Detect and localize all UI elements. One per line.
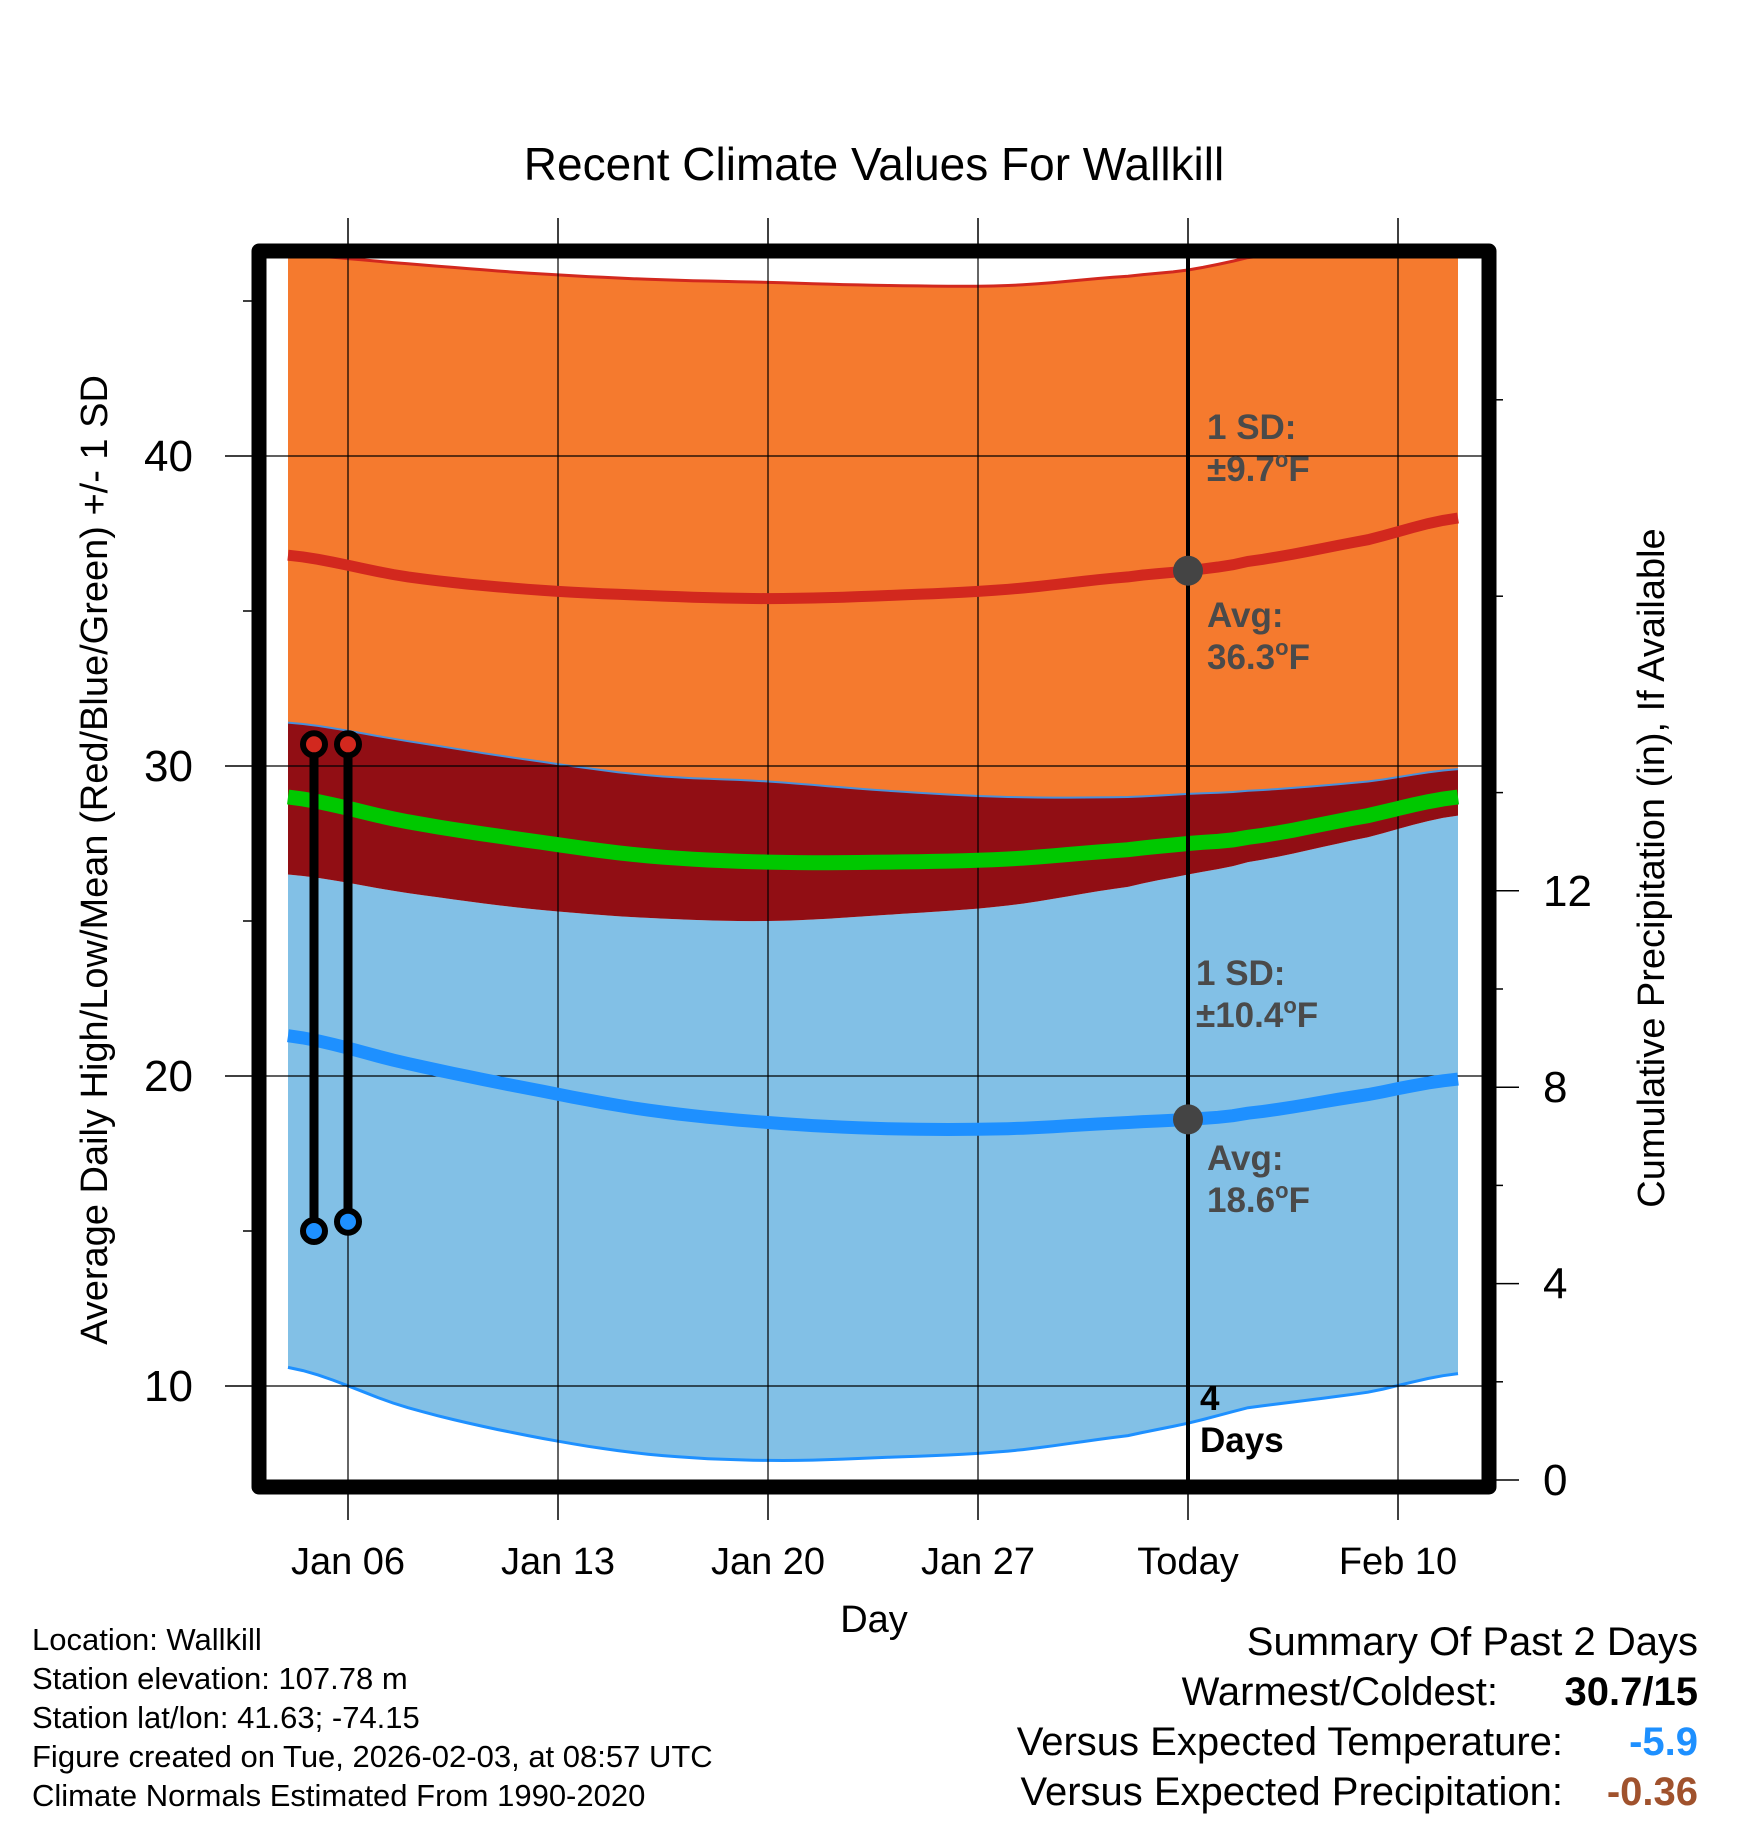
high-sd-band [288,258,1458,798]
y-tick-label: 40 [144,432,193,481]
observed-low-point [300,1217,328,1245]
y2-tick-label: 8 [1543,1063,1567,1112]
observed-low-point [334,1207,362,1236]
summary-precip-row: Versus Expected Precipitation: -0.36 [798,1767,1698,1817]
y-tick-label: 30 [144,742,193,791]
y2-tick-label: 0 [1543,1456,1567,1505]
normals-text: Climate Normals Estimated From 1990-2020 [32,1778,646,1813]
x-tick-label: Feb 10 [1339,1541,1457,1583]
high-avg-annotation-label: Avg: [1207,596,1283,635]
high-sd-annotation-degree: o [1275,447,1288,472]
low-avg-annotation-degree: o [1275,1178,1288,1203]
avg-high-line [287,512,1459,605]
y2-axis-label: Cumulative Precipitation (in), If Availa… [1631,528,1673,1207]
low-sd-annotation-label: 1 SD: [1196,954,1285,993]
today-low-marker [1173,1104,1203,1135]
high-avg-annotation-unit: F [1289,638,1310,677]
low-sd-annotation-degree: o [1283,993,1296,1018]
temp-label: Versus Expected Temperature: [1016,1720,1563,1764]
overlap-band [288,722,1458,922]
high-avg-annotation-value: 36.3oF [1207,635,1310,677]
observed-high-point [300,730,328,759]
location-text: Location: Wallkill [32,1622,262,1657]
low-sd-annotation-unit: F [1297,996,1318,1035]
low-minus-sd-line [287,1365,1459,1463]
plot-frame [251,243,1497,1495]
days-count: 4 [1200,1379,1220,1418]
summary-temp-row: Versus Expected Temperature: -5.9 [798,1717,1698,1767]
latlon-text: Station lat/lon: 41.63; -74.15 [32,1700,420,1735]
low-avg-annotation-unit: F [1289,1181,1310,1220]
low-avg-annotation-label: Avg: [1207,1139,1283,1178]
y-tick-label: 20 [144,1052,193,1101]
created-text: Figure created on Tue, 2026-02-03, at 08… [32,1739,713,1774]
x-tick-label: Jan 20 [711,1541,825,1583]
chart-title: Recent Climate Values For Wallkill [524,138,1224,190]
precip-value: -0.36 [1606,1770,1698,1814]
high-avg-annotation-degree: o [1275,635,1288,660]
days-label: Days [1200,1421,1284,1460]
x-tick-label: Jan 13 [501,1541,615,1583]
y-axis-label: Average Daily High/Low/Mean (Red/Blue/Gr… [74,375,116,1345]
elevation-text: Station elevation: 107.78 m [32,1661,408,1696]
today-high-marker [1173,555,1203,586]
low-sd-band [288,815,1458,1461]
observed-high-point [334,730,362,759]
x-axis-label: Day [840,1599,908,1641]
summary-panel: Summary Of Past 2 Days Warmest/Coldest: … [798,1617,1698,1817]
station-info: Location: Wallkill Station elevation: 10… [32,1620,713,1815]
warmest-label: Warmest/Coldest: [1181,1670,1498,1714]
summary-title: Summary Of Past 2 Days [1246,1620,1698,1664]
x-tick-label: Jan 06 [291,1541,405,1583]
y2-tick-label: 4 [1543,1260,1567,1309]
high-sd-annotation-unit: F [1288,450,1309,489]
summary-warmest-row: Warmest/Coldest: 30.7/15 [798,1667,1698,1717]
high-minus-sd-line [287,721,1459,799]
temp-value: -5.9 [1629,1720,1698,1764]
high-plus-sd-line [322,258,1258,288]
warmest-value: 30.7/15 [1564,1670,1698,1714]
high-sd-annotation-value: ±9.7oF [1207,447,1310,489]
low-sd-annotation-value: ±10.4oF [1196,993,1318,1035]
avg-low-line [287,1029,1459,1137]
x-tick-label: Today [1137,1541,1238,1583]
high-sd-annotation-label: 1 SD: [1207,408,1296,447]
y-tick-label: 10 [144,1362,193,1411]
low-avg-annotation-value: 18.6oF [1207,1178,1310,1220]
precip-label: Versus Expected Precipitation: [1020,1770,1563,1814]
avg-mean-line [287,789,1459,871]
x-tick-label: Jan 27 [921,1541,1035,1583]
y2-tick-label: 12 [1543,867,1592,916]
